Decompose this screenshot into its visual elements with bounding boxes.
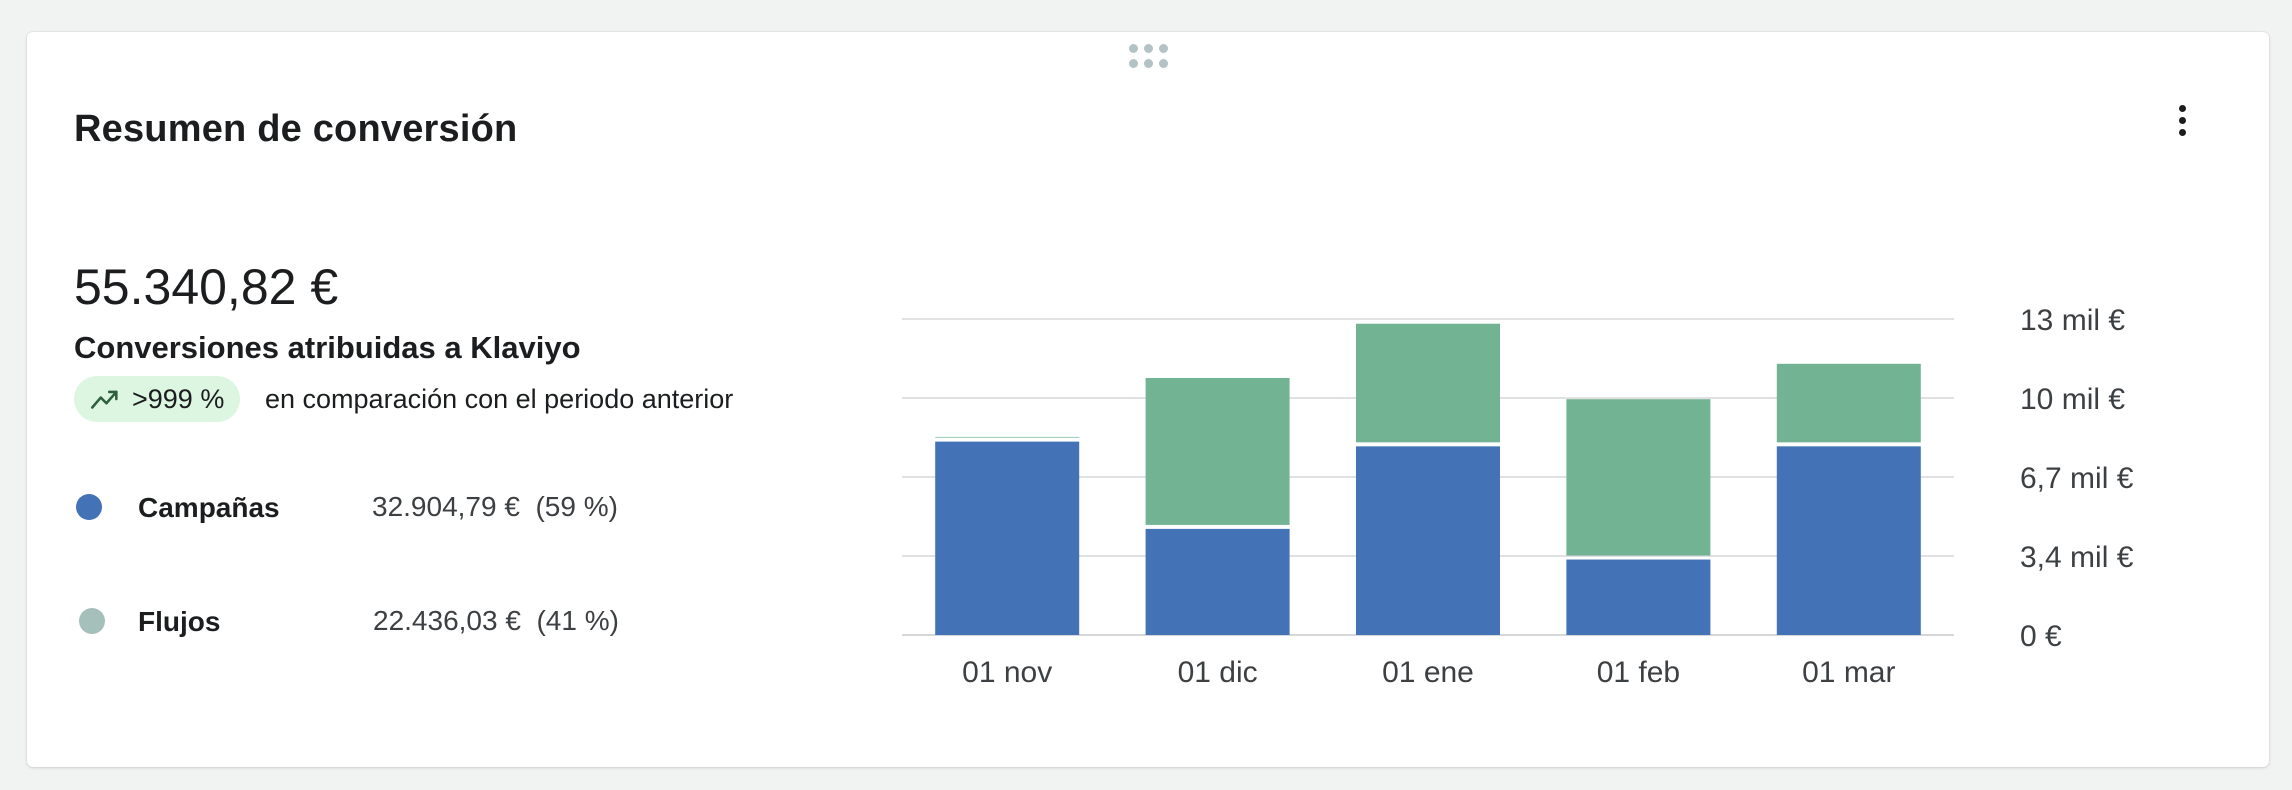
legend-value: 22.436,03 € (41 %) (373, 605, 619, 636)
x-tick-label: 01 nov (962, 656, 1052, 689)
bar-flows (1566, 399, 1711, 556)
drag-handle-icon[interactable] (1129, 44, 1169, 68)
trend-badge: >999 % (74, 376, 241, 422)
campaigns-color-dot (76, 494, 102, 520)
x-tick-label: 01 mar (1802, 656, 1895, 689)
card-title: Resumen de conversión (74, 108, 518, 150)
bar-flows (1145, 377, 1290, 525)
y-tick-label: 10 mil € (2020, 383, 2125, 416)
legend-name: Campañas (138, 492, 280, 523)
dot-icon (2178, 116, 2186, 124)
dot-icon (2178, 128, 2186, 136)
y-tick-label: 3,4 mil € (2020, 541, 2134, 574)
more-options-button[interactable] (2164, 96, 2200, 144)
legend-name: Flujos (138, 606, 221, 637)
y-tick-label: 13 mil € (2020, 304, 2125, 337)
y-tick-label: 6,7 mil € (2020, 462, 2134, 495)
legend-value: 32.904,79 € (59 %) (372, 491, 618, 522)
legend-item-campaigns: Campañas 32.904,79 € (59 %) (74, 486, 674, 526)
bar-campaigns (1776, 446, 1921, 635)
x-tick-label: 01 dic (1178, 656, 1258, 689)
flows-color-dot (79, 608, 105, 634)
bar-campaigns (1566, 559, 1711, 635)
total-conversion-value: 55.340,82 € (74, 259, 339, 315)
x-tick-label: 01 ene (1382, 656, 1474, 689)
dot-icon (2178, 104, 2186, 112)
legend-item-flows: Flujos 22.436,03 € (41 %) (74, 600, 674, 640)
comparison-text: en comparación con el periodo anterior (265, 384, 734, 414)
x-tick-label: 01 feb (1597, 656, 1680, 689)
bar-flows (1776, 363, 1921, 443)
bar-campaigns (1356, 446, 1500, 635)
trend-value: >999 % (132, 383, 225, 414)
bar-flows (1356, 323, 1500, 443)
bar-flows (935, 436, 1080, 438)
trending-up-icon (90, 390, 118, 409)
bar-campaigns (935, 441, 1080, 635)
attributed-conversions-label: Conversiones atribuidas a Klaviyo (74, 330, 581, 365)
bar-campaigns (1145, 528, 1290, 635)
y-tick-label: 0 € (2020, 620, 2062, 653)
